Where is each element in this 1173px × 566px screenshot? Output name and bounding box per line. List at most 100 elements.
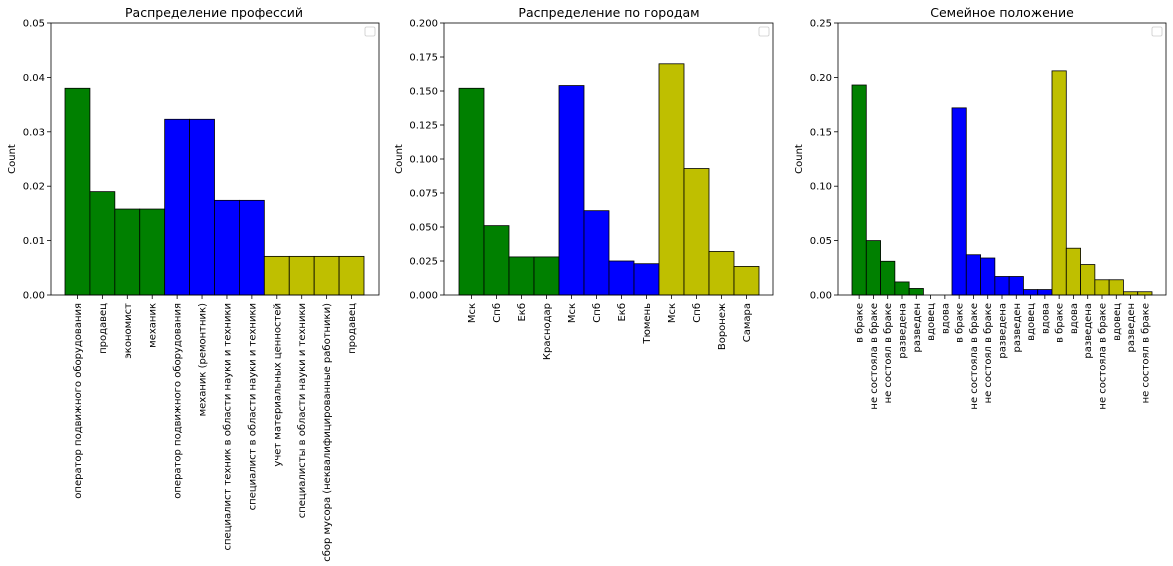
x-tick-label: разведена <box>998 303 1009 359</box>
y-tick-label: 0.00 <box>810 291 832 302</box>
x-tick-label: Спб <box>492 303 503 323</box>
y-tick-label: 0.125 <box>409 121 438 132</box>
bar <box>313 255 340 296</box>
y-tick-label: 0.25 <box>810 19 832 30</box>
y-tick-label: 0.200 <box>409 19 438 30</box>
x-tick-label: разведена <box>898 303 909 359</box>
bar <box>865 240 881 296</box>
bar <box>880 260 896 296</box>
x-tick-label: специалист техник в области науки и техн… <box>222 303 233 551</box>
y-tick-label: 0.075 <box>409 189 438 200</box>
bar <box>64 87 91 296</box>
bar <box>1008 276 1024 296</box>
bar <box>1051 70 1067 296</box>
x-tick-label: продавец <box>347 303 358 354</box>
x-tick-label: оператор подвижного оборудования <box>173 303 184 499</box>
x-tick-label: не состоял в браке <box>883 303 894 403</box>
axes-frame <box>837 22 1167 296</box>
bar <box>508 256 535 296</box>
axes-frame <box>50 22 380 296</box>
bar <box>214 199 240 296</box>
bar <box>733 266 760 296</box>
bar <box>164 118 190 296</box>
bar <box>683 168 710 296</box>
x-tick-label: разведен <box>1012 303 1023 352</box>
x-tick-label: Мск <box>667 303 678 323</box>
y-tick-label: 0.02 <box>23 182 45 193</box>
bar <box>189 118 215 296</box>
x-tick-label: экономист <box>123 303 134 359</box>
x-tick-label: вдова <box>1040 303 1051 334</box>
legend-box <box>1151 26 1163 37</box>
bar <box>458 87 485 296</box>
x-tick-label: не состояла в браке <box>969 303 980 410</box>
x-tick-label: в браке <box>855 303 866 343</box>
x-tick-label: специалисты в области науки и техники <box>297 303 308 518</box>
y-tick-label: 0.03 <box>23 127 45 138</box>
bar <box>633 263 660 296</box>
axes-frame <box>443 22 774 296</box>
bar <box>708 251 735 296</box>
y-tick-label: 0.175 <box>409 53 438 64</box>
bar <box>965 254 981 296</box>
chart-marital-status: Семейное положение Count 0.00 0.05 0.10 0.1… <box>794 5 1167 410</box>
y-tick-label: 0.100 <box>409 155 438 166</box>
bar <box>908 288 924 296</box>
x-tick-label: разведен <box>1126 303 1137 352</box>
y-tick-label: 0.025 <box>409 257 438 268</box>
bar <box>994 276 1010 296</box>
y-tick-label: 0.04 <box>23 73 45 84</box>
y-tick-label: 0.10 <box>810 182 832 193</box>
x-tick-label: Краснодар <box>542 303 553 360</box>
x-tick-label: разведена <box>1083 303 1094 359</box>
x-tick-label: вдовец <box>1112 303 1123 341</box>
x-tick-label: Воронеж <box>717 303 728 350</box>
bar <box>608 260 635 296</box>
bar <box>1023 289 1039 296</box>
bar <box>583 210 610 296</box>
x-tick-label: не состоял в браке <box>983 303 994 403</box>
bar <box>1037 289 1053 296</box>
y-tick-label: 0.01 <box>23 236 45 247</box>
x-tick-label: механик <box>148 303 159 348</box>
x-tick-label: в браке <box>955 303 966 343</box>
y-axis-label: Count <box>394 144 405 174</box>
x-tick-label: Екб <box>517 303 528 322</box>
x-tick-label: вдовец <box>926 303 937 341</box>
y-tick-label: 0.150 <box>409 87 438 98</box>
chart-title: Распределение профессий <box>125 5 303 20</box>
bar <box>1065 247 1081 296</box>
x-tick-label: Мск <box>467 303 478 323</box>
bar <box>1123 291 1139 296</box>
x-tick-label: Спб <box>692 303 703 323</box>
x-tick-label: специалист в области науки и техники <box>247 303 258 510</box>
x-tick-label: не состояла в браке <box>869 303 880 410</box>
chart-profession-distribution: Распределение профессий Count 0.00 0.01 0.… <box>7 5 380 562</box>
x-tick-label: Самара <box>742 303 753 342</box>
bar <box>288 255 315 296</box>
y-tick-label: 0.000 <box>409 291 438 302</box>
bar <box>89 191 116 296</box>
x-tick-label: Мск <box>567 303 578 323</box>
bar <box>951 107 967 296</box>
bar <box>533 256 560 296</box>
x-tick-label: не состояла в браке <box>1098 303 1109 410</box>
bar <box>1137 291 1153 296</box>
x-tick-label: Екб <box>617 303 628 322</box>
x-tick-label: оператор подвижного оборудования <box>73 303 84 499</box>
bar <box>263 255 290 296</box>
bar <box>894 281 910 296</box>
chart-city-distribution: Распределение по городам Count 0.000 0.02… <box>394 5 774 360</box>
y-tick-label: 0.050 <box>409 223 438 234</box>
x-tick-label: механик (ремонтник) <box>198 303 209 417</box>
y-tick-label: 0.05 <box>23 19 45 30</box>
x-tick-label: Спб <box>592 303 603 323</box>
bar <box>658 63 685 296</box>
x-tick-label: вдова <box>1069 303 1080 334</box>
x-tick-label: в браке <box>1055 303 1066 343</box>
bar <box>558 85 585 296</box>
bar <box>239 199 265 296</box>
x-tick-label: продавец <box>98 303 109 354</box>
bar <box>851 84 867 296</box>
